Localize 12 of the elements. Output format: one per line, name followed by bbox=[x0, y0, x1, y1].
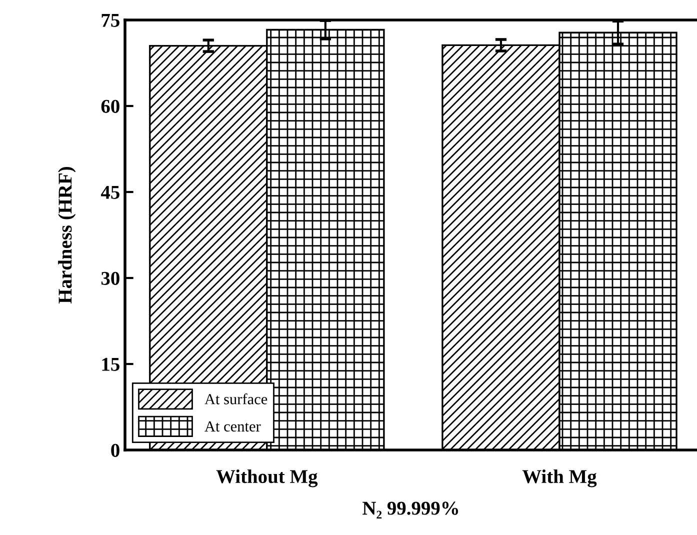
y-tick-label: 60 bbox=[101, 100, 120, 113]
x-axis-title: N₂ 99.999% bbox=[362, 502, 458, 518]
legend-label: At surface bbox=[204, 393, 268, 404]
legend-label: At center bbox=[204, 421, 261, 432]
y-tick-label: 0 bbox=[111, 444, 120, 457]
y-axis-title: Hardness (HRF) bbox=[58, 166, 76, 304]
y-tick-label: 75 bbox=[102, 14, 120, 27]
y-tick-label: 15 bbox=[102, 358, 120, 371]
y-tick-label: 30 bbox=[101, 272, 120, 285]
x-tick-label: With Mg bbox=[522, 469, 597, 488]
x-tick-label: Without Mg bbox=[216, 469, 318, 488]
y-tick-label: 45 bbox=[100, 186, 120, 199]
